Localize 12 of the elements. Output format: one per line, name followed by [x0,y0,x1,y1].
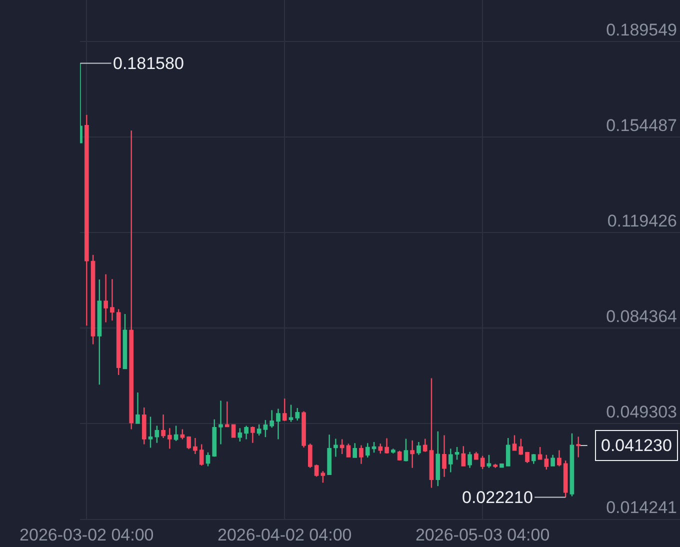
x-tick-label: 2026-05-03 04:00 [415,525,550,544]
y-tick-label: 0.049303 [606,402,677,422]
ref-line-label: 0.041230 [601,436,672,455]
y-tick-label: 0.189549 [606,20,677,40]
y-tick-label: 0.154487 [606,116,677,136]
x-tick-label: 2026-04-02 04:00 [217,525,352,544]
annotation: 0.181580 [113,54,184,73]
x-tick-label: 2026-03-02 04:00 [20,525,154,544]
y-tick-label: 0.119426 [607,212,677,231]
y-tick-label: 0.014241 [606,498,677,518]
y-tick-label: 0.084364 [606,307,677,326]
annotation: 0.022210 [462,488,533,507]
